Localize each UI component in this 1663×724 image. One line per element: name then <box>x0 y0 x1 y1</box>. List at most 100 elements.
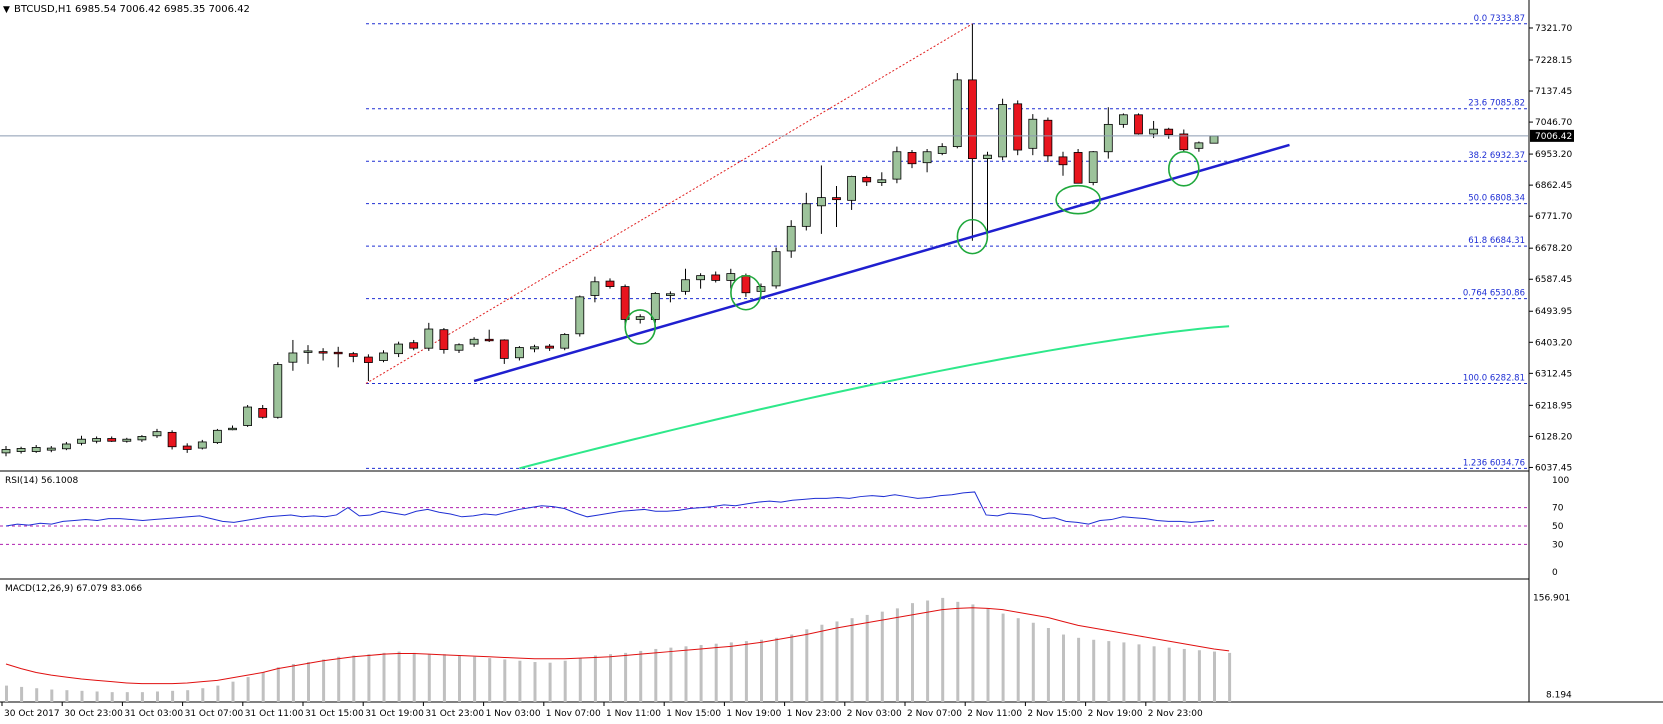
candle <box>258 404 268 419</box>
bull-candle-body <box>16 448 26 452</box>
macd-tick-label: 8.194 <box>1546 691 1572 701</box>
time-tick-label: 31 Oct 03:00 <box>124 709 183 719</box>
candle <box>877 172 887 186</box>
bull-candle-body <box>650 293 660 320</box>
candle <box>16 446 26 454</box>
bull-candle-body <box>666 293 675 296</box>
bull-candle-body <box>952 79 962 148</box>
macd-histogram-bar <box>125 692 129 702</box>
bull-candle-body <box>228 427 237 431</box>
support-circle <box>1168 151 1200 187</box>
candle <box>801 192 811 231</box>
fib-level-label: 61.8 6684.31 <box>1468 236 1525 246</box>
symbol-triangle-icon[interactable]: ▼ <box>3 5 10 15</box>
candle <box>499 339 509 364</box>
macd-histogram-bar <box>276 667 280 702</box>
candle <box>1073 149 1083 184</box>
bear-candle-body <box>484 338 494 342</box>
macd-histogram-bar <box>458 655 461 702</box>
bull-candle-body <box>1088 151 1098 183</box>
macd-histogram-bar <box>307 662 310 702</box>
panel-frames <box>0 0 1663 703</box>
macd-histogram-bar <box>986 608 990 702</box>
candle <box>1179 129 1189 152</box>
rsi-title: RSI(14) 56.1008 <box>5 476 78 486</box>
candle <box>560 333 570 351</box>
bear-candle-body <box>711 274 721 281</box>
time-tick-label: 1 Nov 19:00 <box>726 709 781 719</box>
chart-header: ▼ BTCUSD,H1 6985.54 7006.42 6985.35 7006… <box>3 4 250 15</box>
bear-candle-body <box>545 345 554 349</box>
fib-diagonal-line[interactable] <box>365 23 973 384</box>
macd-title: MACD(12,26,9) 67.079 83.066 <box>5 584 142 594</box>
candle <box>530 344 539 353</box>
bear-candle-body <box>439 329 449 350</box>
bear-candle-body <box>363 356 373 363</box>
price-tick-label: 6403.20 <box>1535 338 1572 348</box>
fibonacci-retracement[interactable]: 0.0 7333.87 23.6 7085.82 38.2 6932.37 50.0 … <box>366 14 1528 469</box>
macd-histogram-bar <box>790 634 794 702</box>
fib-level-label: 50.0 6808.34 <box>1468 194 1525 204</box>
bull-candle-body <box>726 273 736 281</box>
candle <box>1194 141 1204 152</box>
macd-histogram-bar <box>865 614 869 702</box>
macd-histogram-bar <box>548 662 552 702</box>
bull-candle-body <box>983 154 992 159</box>
fib-level-label: 38.2 6932.37 <box>1468 151 1525 161</box>
candle <box>31 445 41 453</box>
macd-signal-line <box>5 607 1230 685</box>
bear-candle-body <box>968 79 977 159</box>
candle <box>62 441 71 451</box>
rsi-tick-label: 70 <box>1552 504 1564 514</box>
candlesticks <box>1 24 1219 457</box>
rsi-tick-label: 30 <box>1552 540 1564 550</box>
support-circle <box>730 274 762 311</box>
bull-candle-body <box>635 316 645 320</box>
macd-histogram-bar <box>578 658 582 702</box>
candle <box>1058 151 1068 176</box>
candle <box>922 149 932 173</box>
macd-histogram-bar <box>956 601 960 702</box>
candle <box>46 446 56 453</box>
price-tick-label: 6493.95 <box>1535 307 1572 317</box>
macd-histogram-bar <box>473 656 477 702</box>
bull-candle-body <box>212 429 222 444</box>
price-tick-label: 6312.45 <box>1535 369 1572 379</box>
macd-histogram-bar <box>880 611 884 702</box>
bull-candle-body <box>454 344 464 351</box>
current-price-tag <box>1530 129 1574 142</box>
macd-histogram-bar <box>291 664 295 702</box>
bear-candle-body <box>862 177 872 183</box>
macd-histogram-bar <box>246 677 250 702</box>
time-tick-label: 2 Nov 11:00 <box>967 709 1022 719</box>
bull-candle-body <box>560 334 570 349</box>
bull-candle-body <box>696 275 705 281</box>
candle <box>197 439 207 450</box>
macd-histogram-bar <box>1182 648 1186 702</box>
macd-panel: MACD(12,26,9) 67.079 83.066 156.901 8.194 <box>5 584 1572 702</box>
price-tick-label: 6218.95 <box>1535 401 1572 411</box>
bull-candle-body <box>137 436 147 441</box>
trendline[interactable] <box>473 143 1290 383</box>
macd-histogram-bar <box>624 652 628 702</box>
fib-level-label: 0.764 6530.86 <box>1463 289 1525 299</box>
bull-candle-body <box>288 352 298 363</box>
candle <box>907 150 917 169</box>
macd-histogram-bar <box>654 648 658 702</box>
candle <box>817 165 826 234</box>
bear-candle-body <box>409 342 419 349</box>
macd-histogram-bar <box>261 672 265 702</box>
price-tick-label: 7046.70 <box>1535 118 1572 128</box>
time-tick-label: 2 Nov 15:00 <box>1027 709 1082 719</box>
candle <box>605 278 615 289</box>
macd-histogram-bar <box>533 662 537 702</box>
bull-candle-body <box>1028 118 1038 149</box>
candle <box>575 295 585 337</box>
bull-candle-body <box>1119 114 1128 125</box>
macd-histogram-bar <box>442 654 446 702</box>
time-tick-label: 31 Oct 07:00 <box>185 709 244 719</box>
macd-histogram-bar <box>156 691 159 702</box>
candle <box>983 151 992 234</box>
